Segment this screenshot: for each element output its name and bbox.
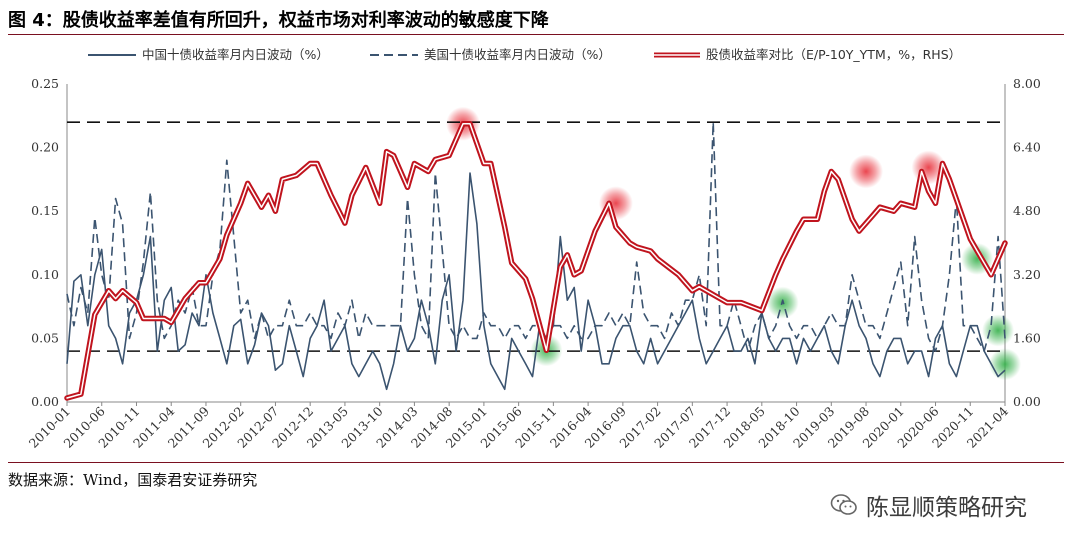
watermark-text: 陈显顺策略研究 xyxy=(866,495,1027,521)
y-right-tick-label: 8.00 xyxy=(1013,76,1041,91)
trough-marker xyxy=(982,314,1015,347)
y-right-tick-label: 6.40 xyxy=(1013,140,1041,155)
series-line-ratio-inner xyxy=(66,123,1006,399)
legend-label-ratio: 股债收益率对比（E/P-10Y_YTM，%，RHS） xyxy=(706,47,961,62)
trough-marker xyxy=(989,348,1021,381)
legend-label-us: 美国十债收益率月内日波动（%） xyxy=(424,47,611,62)
y-left-tick-label: 0.00 xyxy=(31,394,59,409)
series-line-us xyxy=(66,121,1006,352)
chart-title: 图 4：股债收益率差值有所回升，权益市场对利率波动的敏感度下降 xyxy=(8,10,549,31)
y-right-tick-label: 4.80 xyxy=(1013,203,1041,218)
wechat-icon xyxy=(830,494,857,515)
watermark: 陈显顺策略研究 xyxy=(830,490,1027,521)
y-right-tick-label: 3.20 xyxy=(1013,267,1041,282)
series-line-china xyxy=(66,172,1006,391)
y-left-tick-label: 0.20 xyxy=(31,140,59,155)
y-left-tick-label: 0.15 xyxy=(31,203,59,218)
legend: 中国十债收益率月内日波动（%） 美国十债收益率月内日波动（%） 股债收益率对比（… xyxy=(88,47,961,62)
plot-area xyxy=(64,121,1008,401)
legend-label-china: 中国十债收益率月内日波动（%） xyxy=(142,47,329,62)
y-left-tick-label: 0.10 xyxy=(31,267,59,282)
y-left-tick-label: 0.05 xyxy=(31,330,59,345)
y-right-tick-label: 0.00 xyxy=(1013,394,1041,409)
source-note: 数据来源：Wind，国泰君安证券研究 xyxy=(8,471,258,489)
peak-marker xyxy=(849,154,884,189)
title-rule xyxy=(8,34,1064,35)
glow-markers xyxy=(446,106,1021,381)
axes: 0.00 0.05 0.10 0.15 0.20 0.25 0.00 1.60 3.20 4.80… xyxy=(26,76,1041,451)
bottom-rule xyxy=(8,462,1064,463)
y-right-tick-label: 1.60 xyxy=(1013,330,1041,345)
y-left-tick-label: 0.25 xyxy=(31,76,59,91)
